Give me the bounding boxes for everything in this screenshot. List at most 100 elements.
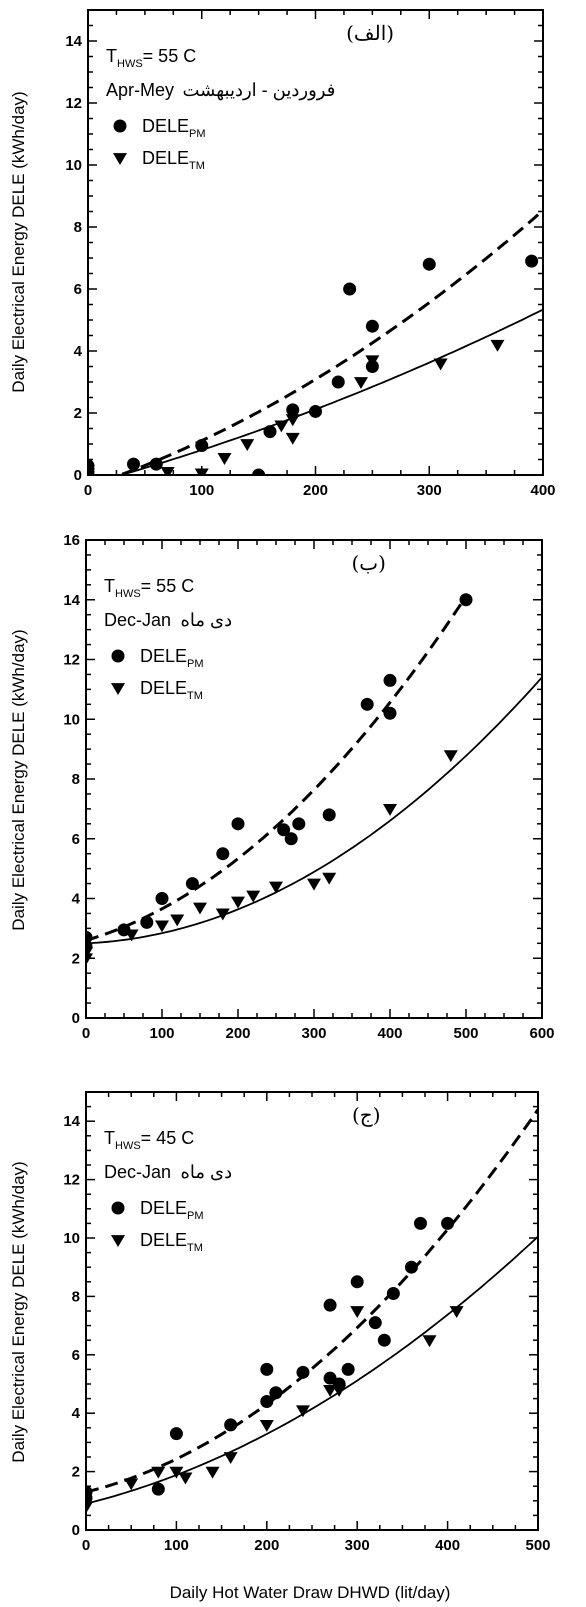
series-tm [86, 1306, 464, 1514]
data-point-triangle [151, 1466, 166, 1479]
series-tm [86, 750, 458, 966]
x-tick-label: 400 [530, 482, 555, 499]
y-tick-label: 6 [72, 831, 80, 848]
x-axis-title: Daily Hot Water Draw DHWD (lit/day) [170, 1583, 451, 1602]
data-point-triangle [322, 872, 337, 885]
legend-entry-subscript: PM [187, 1210, 204, 1222]
legend-entry-name: DELE [142, 148, 189, 168]
y-tick-label: 0 [72, 1522, 80, 1539]
temperature-symbol: T [104, 1128, 115, 1148]
temperature-annotation: THWS= 55 C [106, 46, 196, 70]
x-tick-label: 400 [377, 1025, 402, 1042]
legend-entry-subscript: TM [189, 160, 205, 172]
data-point-circle [263, 425, 277, 439]
x-tick-label: 0 [84, 482, 92, 499]
data-point-triangle [240, 439, 255, 451]
y-tick-label: 8 [74, 219, 82, 236]
legend-circle-marker [111, 1201, 125, 1215]
x-tick-label: 500 [453, 1025, 478, 1042]
panel-label: (الف) [346, 21, 394, 45]
data-point-circle [322, 808, 336, 822]
y-tick-label: 10 [63, 1230, 80, 1247]
y-tick-label: 14 [65, 33, 82, 50]
data-point-circle [260, 1362, 274, 1376]
data-point-triangle [194, 468, 209, 475]
data-point-triangle [170, 914, 185, 927]
data-point-triangle [285, 432, 300, 445]
data-point-triangle [205, 1466, 220, 1479]
legend-entry-name: DELE [140, 1230, 187, 1250]
data-point-circle [413, 1216, 427, 1230]
x-tick-label: 300 [301, 1025, 326, 1042]
legend-triangle-marker [113, 153, 127, 165]
data-point-circle [343, 282, 357, 296]
data-point-circle [309, 404, 322, 418]
data-point-circle [185, 877, 199, 891]
y-tick-label: 6 [72, 1347, 80, 1364]
chart-panel-1: 0 100 200 300 400 0 2 4 6 8 10 12 14 Daily Electrical… [9, 9, 556, 499]
data-point-triangle [223, 1452, 238, 1464]
legend-circle-marker [113, 119, 127, 133]
data-point-circle [386, 1286, 400, 1300]
y-tick-label: 4 [72, 1405, 81, 1422]
legend-triangle-marker [111, 683, 125, 695]
legend-entry-pm: DELEPM [140, 646, 204, 670]
x-tick-label: 100 [164, 1537, 189, 1554]
y-axis-title: Daily Electrical Energy DELE (kWh/day) [9, 629, 28, 930]
data-point-triangle [259, 1419, 274, 1432]
data-point-triangle [86, 947, 93, 960]
y-axis-title: Daily Electrical Energy DELE (kWh/day) [9, 91, 28, 392]
data-point-triangle [433, 358, 448, 371]
fit-curve-tm [86, 676, 542, 945]
data-point-triangle [274, 420, 289, 433]
data-point-circle [286, 403, 300, 417]
data-point-triangle [160, 467, 175, 475]
data-point-circle [422, 257, 436, 271]
fit-curve-tm [86, 1235, 538, 1505]
legend-entry-subscript: TM [187, 1242, 203, 1254]
panel-label: (ب) [351, 551, 385, 575]
data-point-circle [231, 817, 245, 831]
data-point-triangle [88, 468, 95, 475]
data-point-circle [360, 697, 374, 711]
data-point-circle [86, 1491, 93, 1505]
data-point-triangle [365, 355, 380, 368]
period-label: Dec-Jan [104, 1162, 171, 1182]
data-point-circle [368, 1316, 382, 1330]
data-point-circle [525, 254, 539, 268]
x-tick-label: 500 [525, 1537, 550, 1554]
x-tick-label: 600 [529, 1025, 554, 1042]
chart-panel-2: 0 100 200 300 400 500 600 0 2 4 6 8 10 12 14 16 Daily El… [9, 532, 555, 1042]
data-point-circle [377, 1333, 391, 1347]
data-point-triangle [86, 953, 93, 966]
legend-entry-name: DELE [140, 678, 187, 698]
legend-entry-subscript: PM [189, 128, 206, 140]
y-tick-label: 0 [72, 1010, 80, 1027]
legend-entry-pm: DELEPM [142, 116, 206, 140]
data-point-triangle [449, 1306, 464, 1318]
data-point-circle [195, 439, 209, 453]
data-point-triangle [246, 890, 261, 903]
series-pm [86, 1216, 455, 1505]
data-point-triangle [215, 908, 230, 921]
period-label-fa: دی ماه [181, 1162, 233, 1182]
data-point-triangle [354, 377, 368, 389]
y-tick-label: 16 [63, 532, 80, 549]
temperature-value: = 55 C [141, 576, 195, 596]
temperature-annotation: THWS= 45 C [104, 1128, 194, 1152]
y-axis-title: Daily Electrical Energy DELE (kWh/day) [9, 1161, 28, 1462]
y-tick-label: 12 [63, 652, 80, 669]
data-point-circle [296, 1365, 310, 1379]
legend-entry-tm: DELETM [140, 678, 203, 702]
data-point-circle [224, 1418, 238, 1432]
data-point-triangle [169, 1466, 184, 1479]
data-point-circle [284, 832, 298, 846]
data-point-circle [292, 817, 306, 831]
data-point-triangle [295, 1405, 310, 1418]
data-point-circle [323, 1298, 337, 1312]
temperature-value: = 55 C [143, 46, 197, 66]
data-point-circle [269, 1386, 283, 1400]
temperature-subscript: HWS [115, 1140, 141, 1152]
y-tick-label: 0 [74, 467, 82, 484]
